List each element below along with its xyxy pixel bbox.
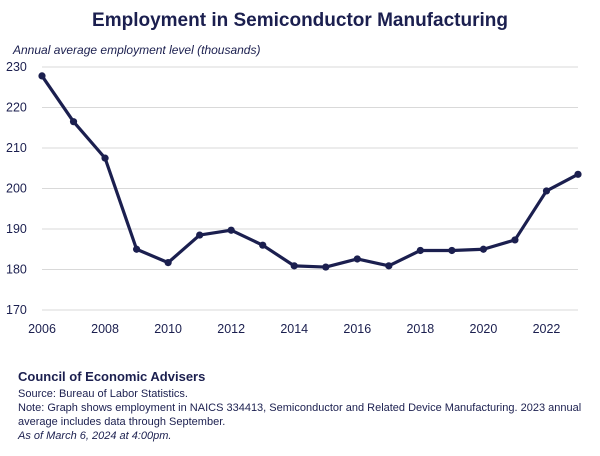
data-point-2012 [227,226,235,234]
x-tick-2012: 2012 [217,322,245,336]
data-point-2010 [164,259,172,267]
y-tick-170: 170 [6,303,27,317]
y-tick-210: 210 [6,141,27,155]
data-point-2023 [574,170,582,178]
organization-name: Council of Economic Advisers [18,369,206,384]
data-point-2016 [353,255,361,263]
y-tick-200: 200 [6,182,27,196]
data-point-2017 [385,262,393,270]
footer: Council of Economic Advisers Source: Bur… [18,370,588,443]
data-point-2009 [132,245,141,253]
x-tick-2018: 2018 [406,322,434,336]
data-point-2022 [542,187,551,195]
data-point-2006 [38,72,46,80]
data-point-2008 [101,154,109,162]
data-point-2018 [416,246,424,255]
data-point-2020 [479,245,488,253]
series-line [40,75,579,269]
data-point-2013 [259,241,267,249]
as-of-text: As of March 6, 2024 at 4:00pm. [18,430,172,442]
series-employment [38,72,582,271]
y-tick-220: 220 [6,101,27,115]
y-tick-180: 180 [6,263,27,277]
y-tick-230: 230 [6,60,27,74]
data-point-2021 [511,236,519,244]
chart-title: Employment in Semiconductor Manufacturin… [92,10,508,31]
x-tick-2016: 2016 [343,322,371,336]
data-point-2019 [448,246,456,255]
x-tick-2006: 2006 [28,322,56,336]
source-text: Source: Bureau of Labor Statistics. [18,388,188,400]
note-text: Note: Graph shows employment in NAICS 33… [18,402,582,428]
x-tick-2022: 2022 [533,322,561,336]
x-tick-2020: 2020 [470,322,498,336]
data-point-2011 [196,231,204,239]
data-point-2014 [290,262,298,270]
x-tick-labels: 2006 2008 2010 2012 2014 2016 2018 2020 2022 [28,322,560,336]
y-axis-label: Annual average employment level (thousan… [13,43,261,57]
x-tick-2010: 2010 [154,322,182,336]
x-tick-2014: 2014 [280,322,308,336]
data-point-2007 [69,118,78,126]
data-point-2015 [322,263,330,271]
y-tick-labels: 170 180 190 200 210 220 230 [6,60,27,317]
gridlines [42,66,578,311]
y-tick-190: 190 [6,222,27,236]
x-tick-2008: 2008 [91,322,119,336]
